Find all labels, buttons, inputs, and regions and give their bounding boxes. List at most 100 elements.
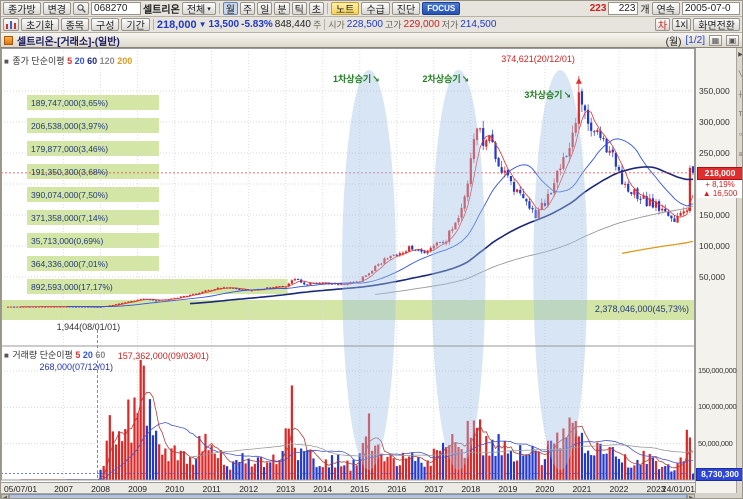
- page-indicator: [1/2]: [685, 34, 705, 46]
- diagnosis-button[interactable]: 진단: [391, 2, 421, 16]
- x-axis-label: 05/07/01: [4, 484, 38, 494]
- reset-button[interactable]: 초기화: [21, 18, 59, 32]
- bar-count-input[interactable]: [608, 2, 639, 15]
- crosshair-tool-icon[interactable]: ┼: [738, 92, 743, 98]
- volume-ma-legend: ■ 거래량 단순이평 5 20 60: [4, 348, 106, 361]
- legend-label: 종가 단순이평: [12, 56, 65, 66]
- period-minute-button[interactable]: 분: [274, 2, 290, 16]
- volume-profile-label: 191,350,300(3,68%): [31, 167, 109, 177]
- x-axis-label: 2014: [313, 484, 333, 494]
- period-second-button[interactable]: 초: [308, 2, 324, 16]
- low-label: 저가: [441, 20, 459, 30]
- search-icon[interactable]: [73, 2, 90, 15]
- volume-profile-total-label: 2,378,046,000(45,73%): [594, 304, 689, 314]
- x-axis-label: 2011: [202, 484, 221, 494]
- period-tick-button[interactable]: 틱: [291, 2, 307, 16]
- fullscreen-button[interactable]: 화면전환: [693, 18, 740, 32]
- price-axis-panel: [695, 48, 736, 493]
- price-axis-label: 350,000: [699, 86, 730, 96]
- trendline-tool-icon[interactable]: ╲: [738, 72, 743, 78]
- vma5-label: 5: [75, 350, 81, 360]
- price-axis-label: 300,000: [699, 117, 730, 127]
- legend-marker-icon: ■: [4, 57, 9, 66]
- chart-area: ■ 종가 단순이평 5 20 60 120 200 ■ 거래량 단순이평 5 2…: [1, 48, 743, 498]
- day-volume: 848,440: [274, 19, 311, 30]
- divider: [324, 19, 326, 30]
- start-date-input[interactable]: [682, 2, 740, 15]
- chart-window-icon: [4, 35, 13, 45]
- x-axis-label: 2013: [276, 484, 296, 494]
- annotation-volume-peak: 157,362,000(09/03/01): [117, 351, 209, 361]
- scope-select[interactable]: 전체 ▾: [181, 2, 216, 16]
- annotation-rise1-text: 1차상승기: [333, 74, 372, 84]
- price-ma-legend: ■ 종가 단순이평 5 20 60 120 200: [4, 54, 133, 67]
- x-axis-label: 2015: [350, 484, 370, 494]
- note-button[interactable]: 노트: [330, 2, 360, 16]
- price-axis-label: 150,000: [699, 210, 730, 220]
- continuous-button[interactable]: 연속: [651, 2, 680, 16]
- annotation-volume-low: 268,000(07/12/01): [39, 362, 114, 372]
- volume-axis-label: 50,000,000: [698, 438, 733, 448]
- window-options-icon[interactable]: ▣: [726, 34, 739, 46]
- x-axis-label: 2022: [609, 484, 629, 494]
- drawing-tools-strip: ▶╲┼T○≡□◀: [736, 48, 743, 493]
- ma60-label: 60: [87, 56, 98, 66]
- mode-button[interactable]: 종가방: [3, 2, 41, 16]
- indicator-tool-icon[interactable]: ≡: [738, 152, 743, 158]
- period-month-button[interactable]: 월: [222, 2, 238, 16]
- period-week-button[interactable]: 주: [239, 2, 256, 16]
- price-axis-label: 100,000: [699, 241, 730, 251]
- scrollbar-corner: [695, 493, 742, 498]
- x-axis-label: 2020: [535, 484, 555, 494]
- stock-code-input[interactable]: [91, 2, 142, 15]
- ma200-label: 200: [117, 56, 133, 66]
- price-volume-chart[interactable]: [1, 48, 695, 482]
- ma5-label: 5: [67, 56, 73, 66]
- quote-toolbar: 초기화 종목 구성 기간 218,000 ▼ 13,500 -5.83% 848…: [1, 17, 742, 33]
- high-label: 고가: [384, 20, 402, 30]
- change-button[interactable]: 변경: [42, 2, 72, 16]
- chart-titlebar: 셀트리온-[거래소]-(일반) (월) [1/2] ▦ ▣: [1, 33, 742, 48]
- range-button[interactable]: 기간: [121, 18, 150, 32]
- volume-axis-label: 100,000,000: [698, 402, 737, 412]
- chart-icon[interactable]: [3, 18, 19, 31]
- volume-profile-label: 892,593,000(17,17%): [31, 282, 113, 292]
- volume-profile-label: 206,538,000(3,97%): [31, 121, 109, 131]
- main-toolbar: 종가방 변경 셀트리온 전체 ▾ 월 주 일 분 틱 초 노트 수급 진단 FO…: [1, 1, 742, 17]
- stock-button[interactable]: 종목: [60, 18, 90, 32]
- annotation-rise2-text: 2차상승기: [422, 74, 461, 84]
- vma20-label: 20: [82, 350, 93, 360]
- down-right-arrow-icon: ↘: [563, 90, 571, 100]
- scrollbar-thumb[interactable]: [9, 494, 687, 498]
- config-button[interactable]: 구성: [91, 18, 120, 32]
- scroll-left-icon[interactable]: ◀: [1, 494, 9, 498]
- select-tool-icon[interactable]: ▶: [738, 52, 743, 58]
- vma60-label: 60: [95, 350, 106, 360]
- supply-button[interactable]: 수급: [361, 2, 390, 16]
- scale-button[interactable]: 1x|: [672, 18, 692, 31]
- down-right-arrow-icon: ↘: [372, 74, 380, 84]
- divider: [326, 3, 328, 14]
- x-axis-label: 2016: [387, 484, 407, 494]
- focus-button[interactable]: FOCUS: [422, 2, 461, 15]
- period-day-button[interactable]: 일: [257, 2, 273, 16]
- text-tool-icon[interactable]: T: [738, 112, 743, 118]
- price-axis-label: 250,000: [699, 148, 730, 158]
- volume-profile-label: 371,358,000(7,14%): [31, 213, 109, 223]
- scroll-right-icon[interactable]: ▶: [687, 494, 695, 498]
- view-split-icon[interactable]: ▦: [709, 34, 722, 46]
- current-price-badge-pct: + 8,19%: [697, 179, 742, 189]
- scope-select-label: 전체: [186, 5, 206, 16]
- ma20-label: 20: [74, 56, 85, 66]
- annotation-rise1: 1차상승기↘: [333, 72, 380, 85]
- zoom-tool-icon[interactable]: ○: [738, 132, 743, 138]
- down-arrow-icon: ▼: [198, 20, 207, 29]
- day-volume-unit: 주: [312, 20, 322, 30]
- bar-count-unit: 개: [640, 5, 650, 16]
- current-price: 218,000: [156, 18, 197, 31]
- open-price: 228,500: [346, 19, 383, 30]
- annotation-peak-price: 374,621(20/12/01): [501, 54, 575, 64]
- horizontal-scrollbar[interactable]: ◀ ▶: [1, 493, 695, 498]
- chart-mini-button[interactable]: 차: [654, 18, 671, 32]
- chart-title: 셀트리온-[거래소]-(일반): [17, 36, 120, 48]
